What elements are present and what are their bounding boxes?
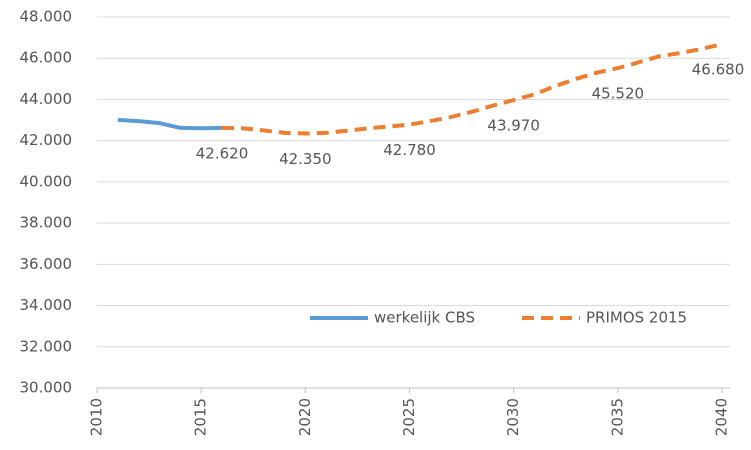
y-tick-label: 36.000 xyxy=(20,255,73,273)
y-tick-label: 46.000 xyxy=(20,49,73,67)
x-tick-label: 2030 xyxy=(504,398,522,436)
data-label: 45.520 xyxy=(592,85,645,103)
y-tick-label: 48.000 xyxy=(20,8,73,26)
legend-label: PRIMOS 2015 xyxy=(586,309,687,327)
y-tick-label: 40.000 xyxy=(20,172,73,190)
x-tick-label: 2015 xyxy=(192,398,210,436)
y-tick-label: 30.000 xyxy=(20,379,73,397)
series-line xyxy=(117,118,223,131)
y-tick-label: 38.000 xyxy=(20,214,73,232)
y-tick-label: 44.000 xyxy=(20,90,73,108)
series-line xyxy=(221,42,723,136)
y-tick-label: 42.000 xyxy=(20,131,73,149)
data-label: 42.350 xyxy=(279,150,332,168)
y-tick-label: 34.000 xyxy=(20,296,73,314)
data-label: 42.780 xyxy=(383,141,436,159)
x-tick-label: 2035 xyxy=(608,398,626,436)
x-tick-label: 2040 xyxy=(713,398,731,436)
x-tick-label: 2020 xyxy=(296,398,314,436)
x-tick-label: 2010 xyxy=(88,398,106,436)
x-tick-label: 2025 xyxy=(400,398,418,436)
y-tick-label: 32.000 xyxy=(20,337,73,355)
data-label: 43.970 xyxy=(487,117,540,135)
data-label: 46.680 xyxy=(692,61,745,79)
data-label: 42.620 xyxy=(196,144,249,162)
legend-label: werkelijk CBS xyxy=(374,309,475,327)
